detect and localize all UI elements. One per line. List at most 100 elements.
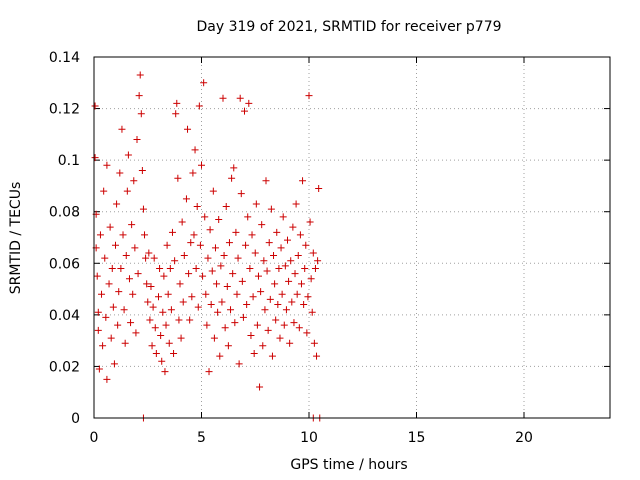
data-point [185, 270, 193, 278]
data-point [209, 187, 217, 195]
data-point [206, 226, 214, 234]
data-point [303, 329, 311, 337]
data-point [217, 262, 225, 270]
data-point [243, 301, 251, 309]
data-point [184, 125, 192, 133]
data-point [105, 280, 113, 288]
data-point [148, 342, 156, 350]
data-point [252, 200, 260, 208]
data-point [117, 264, 125, 272]
data-point [286, 339, 294, 347]
data-point [188, 293, 196, 301]
data-point [175, 316, 183, 324]
data-point [168, 228, 176, 236]
data-point [93, 272, 101, 280]
data-point [285, 277, 293, 285]
data-point [242, 241, 250, 249]
data-point [302, 241, 310, 249]
data-point [164, 290, 172, 298]
data-point [249, 293, 257, 301]
data-point [277, 244, 285, 252]
data-point [246, 264, 254, 272]
data-point [278, 290, 286, 298]
data-point [299, 177, 307, 185]
data-point [110, 360, 118, 368]
data-point [294, 252, 302, 260]
data-point [248, 231, 256, 239]
data-point [101, 254, 109, 262]
data-point [198, 161, 205, 169]
data-point [236, 94, 244, 102]
data-point [124, 151, 132, 159]
data-point [309, 249, 317, 257]
data-point [135, 92, 143, 100]
data-point [306, 218, 314, 226]
data-point [204, 254, 212, 262]
data-point [130, 177, 138, 185]
data-point [172, 110, 180, 118]
data-point [223, 282, 231, 290]
data-point [182, 195, 190, 203]
data-point [221, 324, 229, 332]
data-point [216, 352, 224, 360]
data-point [91, 102, 99, 110]
y-tick-label: 0.04 [49, 308, 80, 324]
x-axis-label: GPS time / hours [290, 457, 407, 473]
data-point [213, 280, 221, 288]
data-point [173, 99, 181, 107]
data-point [99, 342, 107, 350]
data-point [260, 257, 268, 265]
data-point [207, 301, 215, 309]
data-point [191, 146, 199, 154]
data-point [171, 257, 179, 265]
data-point [160, 272, 168, 280]
x-tick-label: 20 [515, 430, 533, 446]
data-point [247, 331, 255, 339]
data-point [190, 231, 198, 239]
data-point [141, 231, 149, 239]
data-point [270, 252, 278, 260]
data-point [268, 352, 276, 360]
data-point [228, 174, 236, 182]
data-point [113, 200, 121, 208]
data-point [200, 79, 208, 87]
data-point [203, 321, 211, 329]
grid [94, 57, 610, 418]
data-point [107, 334, 115, 342]
data-point [253, 321, 261, 329]
data-point [137, 110, 145, 118]
axis-ticks: 0 0.02 0.04 0.06 0.08 0.1 0.12 0.14 0 5 10 15 20 [49, 50, 610, 446]
data-point [238, 277, 246, 285]
data-point [295, 324, 303, 332]
data-point [108, 264, 116, 272]
data-point [119, 231, 127, 239]
data-point [125, 275, 133, 283]
data-points [91, 71, 324, 422]
data-point [109, 303, 117, 311]
data-point [210, 334, 218, 342]
data-point [193, 203, 201, 211]
data-point [142, 254, 150, 262]
data-point [177, 334, 185, 342]
data-point [96, 231, 104, 239]
data-point [106, 223, 114, 231]
data-point [220, 252, 228, 260]
data-point [98, 290, 106, 298]
data-point [211, 244, 219, 252]
data-point [165, 339, 173, 347]
data-point [144, 298, 152, 306]
data-point [150, 254, 158, 262]
data-point [256, 383, 264, 391]
data-point [230, 164, 238, 172]
data-point [187, 239, 195, 247]
data-point [192, 264, 200, 272]
data-point [293, 290, 301, 298]
data-point [304, 293, 312, 301]
data-point [233, 290, 241, 298]
data-point [129, 290, 137, 298]
data-point [120, 306, 128, 314]
data-point [208, 267, 216, 275]
data-point [199, 272, 207, 280]
data-point [289, 223, 297, 231]
data-point [264, 326, 272, 334]
